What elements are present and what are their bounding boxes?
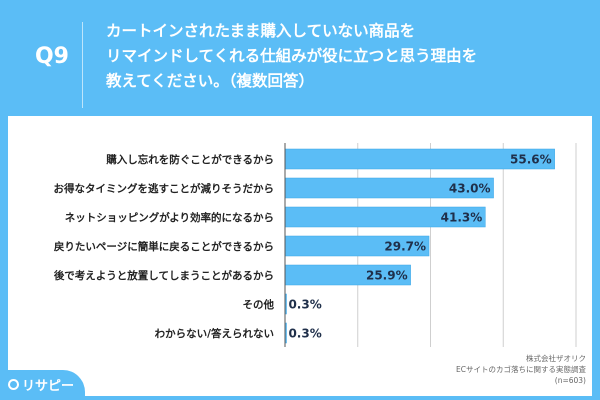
title-line: リマインドしてくれる仕組みが役に立つと思う理由を [106, 47, 478, 65]
pin-icon [8, 379, 19, 390]
category-label: お得なタイミングを逃すことが減りそうだから [54, 182, 275, 195]
question-title: カートインされたまま購入していない商品を リマインドしてくれる仕組みが役に立つと… [106, 19, 477, 94]
divider [82, 22, 83, 108]
source-sample: (n=603) [554, 376, 586, 385]
logo: リサピー [8, 375, 74, 394]
source-note: 株式会社ザオリク ECサイトのカゴ落ちに関する実態調査 (n=603) [456, 353, 586, 386]
title-line: カートインされたまま購入していない商品を [106, 22, 416, 40]
question-number: Q9 [34, 44, 69, 69]
value-label: 55.6% [510, 153, 552, 167]
source-company: 株式会社ザオリク [526, 354, 586, 363]
value-label: 29.7% [384, 240, 426, 254]
category-label: 後で考えようと放置してしまうことがあるから [53, 269, 274, 282]
category-label: 購入し忘れを防ぐことができるから [105, 153, 274, 166]
title-line: 教えてください。（複数回答） [106, 72, 315, 90]
value-label: 43.0% [449, 182, 491, 196]
value-label: 0.3% [288, 298, 321, 312]
source-survey: ECサイトのカゴ落ちに関する実態調査 [456, 365, 586, 374]
category-label: 戻りたいページに簡単に戻ることができるから [53, 240, 274, 253]
category-label: その他 [243, 298, 275, 311]
value-label: 25.9% [366, 269, 408, 283]
category-label: わからない/答えられない [155, 327, 274, 340]
value-label: 41.3% [441, 211, 483, 225]
category-label: ネットショッピングがより効率的になるから [65, 211, 274, 224]
logo-text: リサピー [22, 379, 75, 394]
value-label: 0.3% [288, 327, 321, 341]
